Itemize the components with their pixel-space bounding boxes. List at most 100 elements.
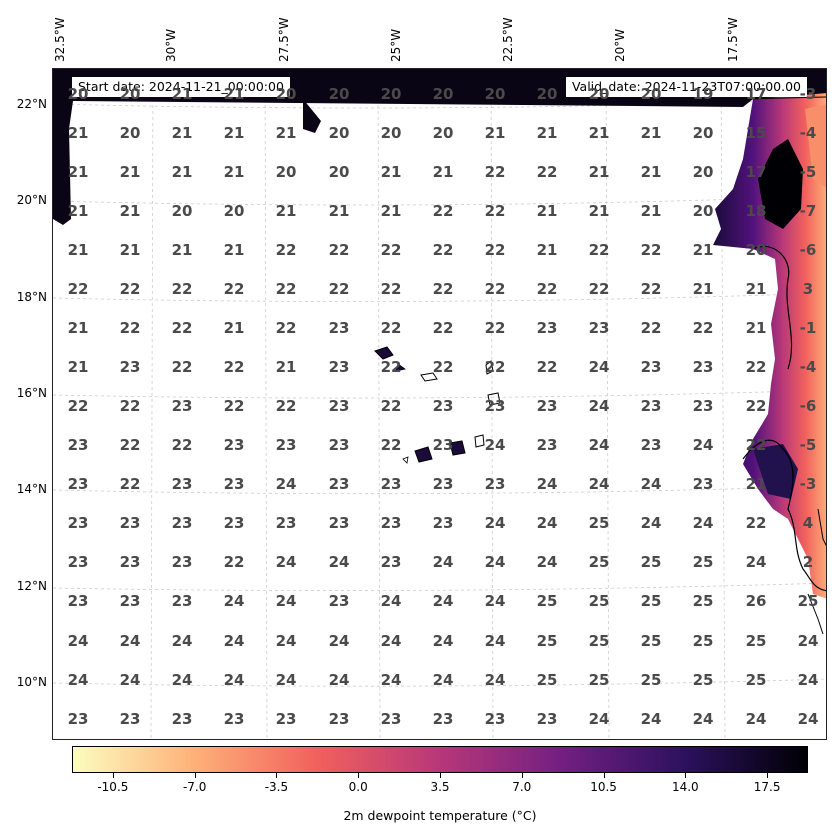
grid-value: 22	[640, 241, 662, 259]
grid-value: 22	[380, 358, 402, 376]
grid-value: 21	[588, 163, 610, 181]
grid-value: 24	[119, 632, 141, 650]
grid-value: 24	[536, 553, 558, 571]
grid-value: 24	[536, 514, 558, 532]
grid-value: 22	[432, 319, 454, 337]
grid-value: 23	[275, 514, 297, 532]
grid-value: 20	[692, 163, 714, 181]
grid-value: 22	[484, 319, 506, 337]
grid-value: 23	[380, 514, 402, 532]
grid-value: 24	[484, 632, 506, 650]
grid-value: 25	[536, 592, 558, 610]
latitude-label: 18°N	[16, 290, 47, 304]
grid-value: 22	[745, 514, 767, 532]
latitude-label: 16°N	[16, 386, 47, 400]
grid-value: 24	[588, 436, 610, 454]
grid-value: 21	[432, 163, 454, 181]
longitude-label: 17.5°W	[726, 17, 740, 62]
grid-value: 25	[536, 671, 558, 689]
grid-value: 24	[432, 632, 454, 650]
grid-value: 21	[588, 202, 610, 220]
grid-value: 24	[67, 632, 89, 650]
longitude-label: 25°W	[389, 28, 403, 62]
grid-value: 23	[484, 710, 506, 728]
grid-value: 20	[223, 202, 245, 220]
grid-value: 25	[692, 553, 714, 571]
grid-value: 20	[432, 124, 454, 142]
longitude-label: 27.5°W	[277, 17, 291, 62]
grid-value: 21	[67, 163, 89, 181]
grid-value: 25	[640, 632, 662, 650]
grid-value: 20	[692, 202, 714, 220]
grid-value: 23	[692, 397, 714, 415]
grid-value: 23	[171, 710, 193, 728]
grid-value: 21	[380, 202, 402, 220]
grid-value: 25	[692, 592, 714, 610]
grid-value: 21	[484, 124, 506, 142]
grid-value: 20	[328, 124, 350, 142]
grid-value: 22	[536, 358, 558, 376]
grid-value: 22	[67, 280, 89, 298]
grid-value: -6	[799, 397, 817, 415]
grid-value: 25	[588, 553, 610, 571]
grid-value: 22	[380, 241, 402, 259]
colorbar-tick-label: -10.5	[97, 780, 129, 794]
grid-value: 22	[745, 358, 767, 376]
grid-value: 25	[640, 553, 662, 571]
grid-value: 24	[484, 514, 506, 532]
colorbar-tick	[767, 773, 769, 778]
grid-value: 25	[797, 592, 819, 610]
grid-value: 22	[640, 319, 662, 337]
grid-value: 23	[171, 475, 193, 493]
colorbar-tick-label: 0.0	[348, 780, 368, 794]
grid-value: 24	[692, 436, 714, 454]
grid-value: 21	[67, 319, 89, 337]
valid-date-label: Valid_date: 2024-11-23T07:00:00.00	[565, 77, 807, 97]
grid-value: 24	[588, 358, 610, 376]
grid-value: 21	[745, 319, 767, 337]
grid-value: 24	[223, 632, 245, 650]
grid-value: 20	[484, 85, 506, 103]
grid-value: 21	[692, 280, 714, 298]
grid-value: 20	[640, 85, 662, 103]
grid-value: 23	[588, 319, 610, 337]
grid-value: 23	[640, 436, 662, 454]
grid-value: 17	[745, 163, 767, 181]
grid-value: 24	[797, 671, 819, 689]
grid-value: 22	[484, 358, 506, 376]
grid-value: -4	[799, 124, 817, 142]
grid-value: 25	[588, 671, 610, 689]
grid-value: 22	[223, 280, 245, 298]
grid-value: 23	[328, 710, 350, 728]
grid-value: 24	[380, 592, 402, 610]
grid-value: 23	[536, 710, 558, 728]
grid-value: 21	[223, 85, 245, 103]
grid-value: 22	[692, 319, 714, 337]
grid-value: 22	[484, 163, 506, 181]
latitude-label: 20°N	[16, 193, 47, 207]
grid-value: 24	[275, 475, 297, 493]
grid-value: 20	[745, 241, 767, 259]
grid-value: 22	[275, 319, 297, 337]
grid-value: 25	[588, 632, 610, 650]
grid-value: 22	[432, 241, 454, 259]
grid-value: 23	[380, 475, 402, 493]
colorbar-tick-label: 17.5	[753, 780, 781, 794]
grid-value: 21	[640, 163, 662, 181]
grid-value: 17	[745, 85, 767, 103]
colorbar-tick	[194, 773, 196, 778]
colorbar-tick	[276, 773, 278, 778]
grid-value: 24	[432, 671, 454, 689]
grid-value: 24	[588, 475, 610, 493]
grid-value: 22	[275, 397, 297, 415]
grid-value: 24	[692, 710, 714, 728]
grid-value: -3	[799, 475, 817, 493]
colorbar-tick-label: 14.0	[671, 780, 699, 794]
grid-value: 24	[223, 671, 245, 689]
grid-value: 24	[484, 671, 506, 689]
grid-value: 24	[588, 710, 610, 728]
grid-value: 22	[745, 436, 767, 454]
grid-value: 22	[380, 397, 402, 415]
grid-value: 24	[275, 592, 297, 610]
grid-value: 24	[640, 710, 662, 728]
